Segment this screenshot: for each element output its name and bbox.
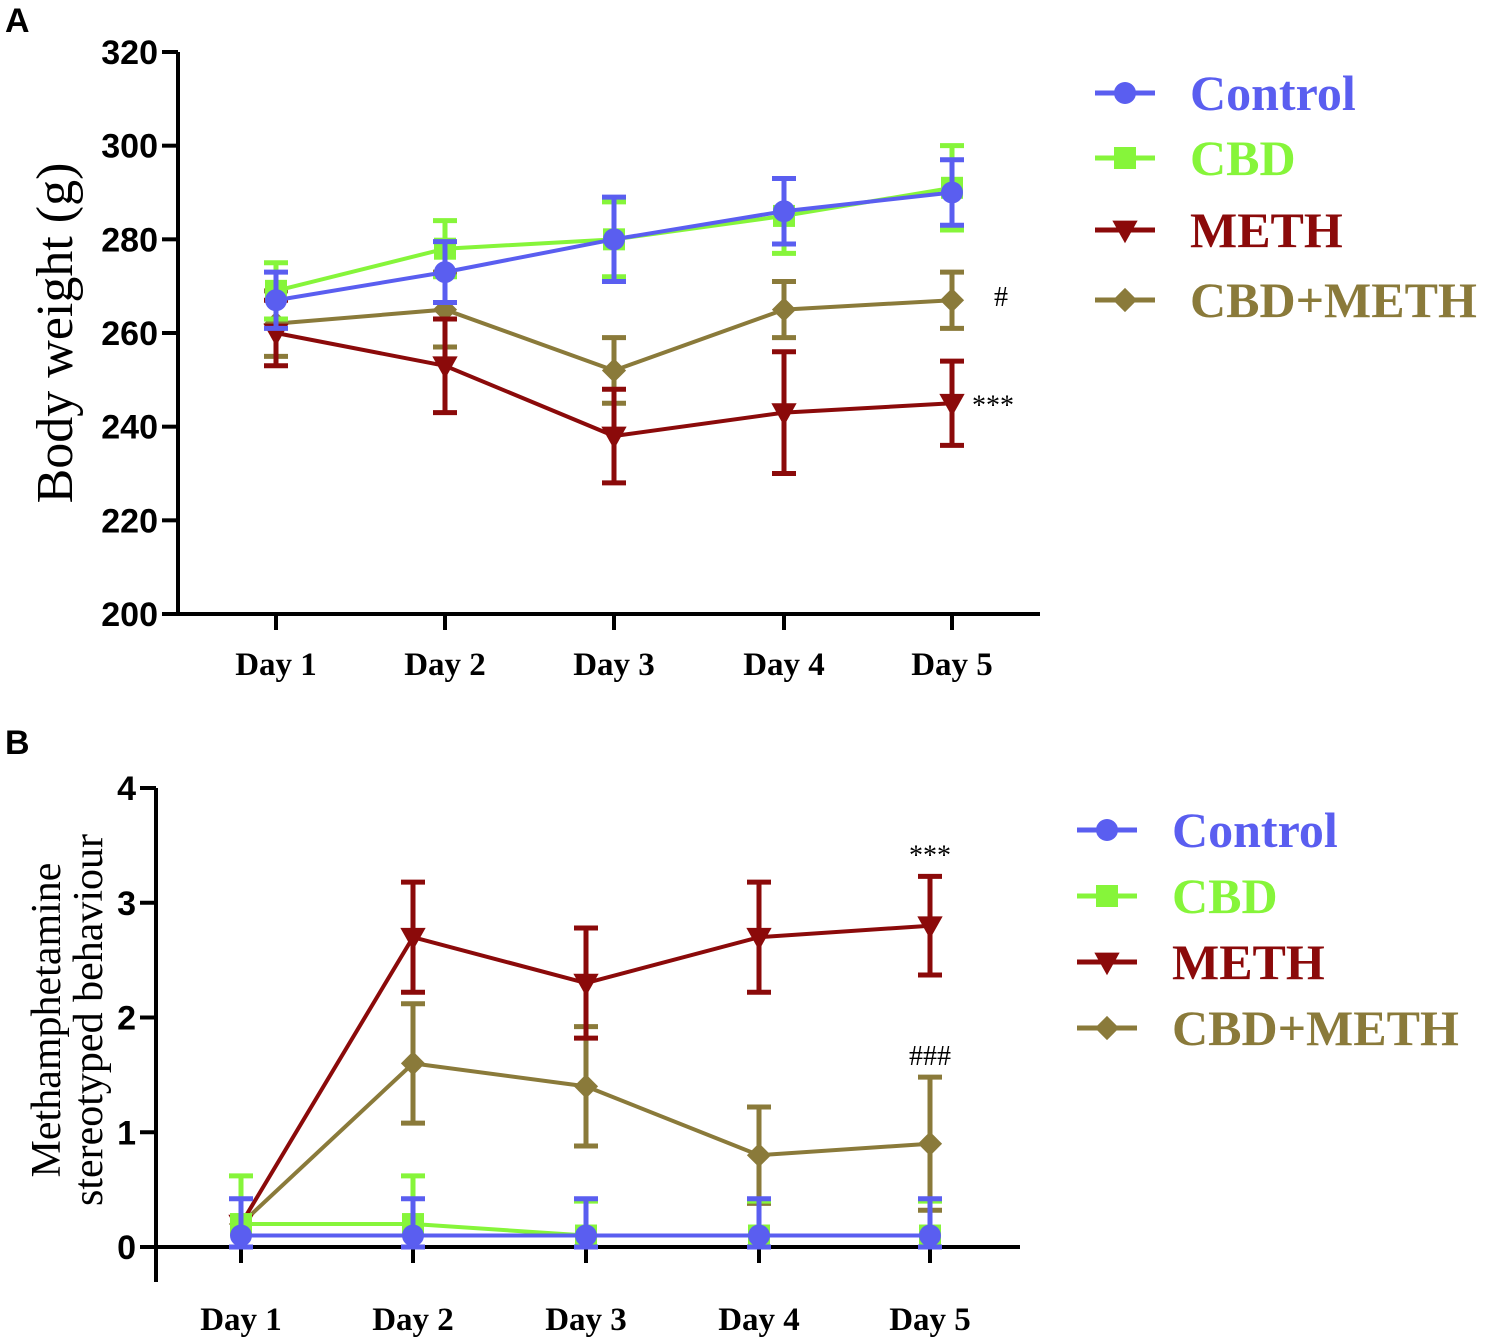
series-cbd-meth: [263, 269, 965, 406]
legend: Control CBD METH CBD+METH: [1095, 65, 1477, 328]
data-point: [746, 927, 772, 951]
data-point: [746, 1143, 772, 1168]
data-point: [402, 1224, 424, 1247]
legend-marker: [1114, 82, 1136, 104]
significance-annotation: ***: [909, 840, 951, 871]
panel-a-chart: A 200 220 240 260 280 300 320 Day 1 Day 2 Day 3 Day…: [5, 2, 1477, 683]
legend-label: CBD+METH: [1172, 1000, 1459, 1056]
legend-label: Control: [1172, 802, 1338, 858]
data-point: [601, 426, 627, 450]
x-tick-label: Day 5: [889, 1302, 971, 1338]
legend-item: Control: [1095, 65, 1356, 121]
legend-item: CBD: [1077, 868, 1278, 924]
x-tick-label: Day 2: [404, 647, 486, 683]
y-tick-label: 260: [101, 315, 158, 353]
data-point: [603, 228, 625, 251]
x-tick-label: Day 4: [718, 1302, 800, 1338]
data-point: [939, 393, 965, 417]
data-point: [919, 1224, 941, 1247]
panel-b-chart: B 0 1 2 3 4 Day 1 Day 2 Day 3 Day 4 Day 5 Methamphe…: [5, 724, 1459, 1338]
legend-item: CBD+METH: [1095, 272, 1477, 328]
data-point: [771, 297, 797, 322]
y-tick-label: 280: [101, 221, 158, 259]
data-point: [771, 403, 797, 426]
x-tick-label: Day 3: [545, 1302, 627, 1338]
y-tick-label: 3: [117, 885, 136, 923]
y-tick-label: 220: [101, 502, 158, 540]
legend-item: CBD: [1095, 130, 1296, 186]
panel-letter: B: [5, 724, 30, 762]
significance-annotation: ###: [909, 1041, 951, 1072]
x-tick-label: Day 4: [743, 647, 825, 683]
y-axis-label: Body weight (g): [27, 163, 84, 504]
data-point: [575, 1224, 597, 1247]
significance-annotation: ***: [972, 390, 1014, 421]
legend-item: CBD+METH: [1077, 1000, 1459, 1056]
y-tick-label: 1: [117, 1114, 136, 1152]
legend-marker: [1096, 819, 1118, 841]
x-tick-label: Day 3: [573, 647, 655, 683]
data-point: [265, 289, 287, 312]
data-point: [939, 288, 965, 313]
legend-label: CBD: [1190, 130, 1296, 186]
legend-item: METH: [1095, 202, 1343, 258]
series-control: [229, 1196, 942, 1250]
legend-marker: [1112, 220, 1138, 244]
data-point: [573, 973, 599, 997]
data-point: [748, 1224, 770, 1247]
y-axis-label: stereotyped behaviour: [66, 834, 112, 1206]
legend-label: METH: [1190, 202, 1343, 258]
series-control: [264, 157, 964, 331]
panel-letter: A: [5, 2, 30, 40]
data-point: [400, 1051, 426, 1076]
data-point: [773, 200, 795, 223]
data-point: [917, 916, 943, 939]
y-tick-label: 2: [117, 1000, 136, 1038]
legend-marker: [1114, 147, 1136, 169]
data-point: [230, 1224, 252, 1247]
data-point: [434, 261, 456, 284]
data-point: [573, 1074, 599, 1099]
data-point: [601, 358, 627, 383]
legend-marker: [1094, 1015, 1120, 1041]
x-tick-label: Day 1: [235, 647, 317, 683]
x-tick-label: Day 1: [200, 1302, 282, 1338]
series-meth: [263, 297, 965, 486]
legend-item: Control: [1077, 802, 1338, 858]
legend-label: CBD+METH: [1190, 272, 1477, 328]
significance-annotation: #: [994, 282, 1008, 313]
y-axis-label-group: Body weight (g): [27, 163, 84, 504]
data-point: [400, 927, 426, 951]
y-tick-label: 320: [101, 34, 158, 72]
series-meth: [228, 873, 943, 1238]
y-tick-label: 0: [117, 1229, 136, 1267]
data-point: [432, 356, 458, 379]
data-point: [941, 181, 963, 204]
y-tick-label: 4: [117, 770, 136, 808]
legend-label: CBD: [1172, 868, 1278, 924]
legend-label: Control: [1190, 65, 1356, 121]
legend-marker: [1096, 885, 1118, 907]
data-point: [917, 1131, 943, 1156]
legend-label: METH: [1172, 934, 1325, 990]
y-tick-label: 200: [101, 596, 158, 634]
legend-marker: [1112, 287, 1138, 313]
legend-item: METH: [1077, 934, 1325, 990]
legend-marker: [1094, 952, 1120, 976]
x-tick-label: Day 2: [372, 1302, 454, 1338]
y-tick-label: 300: [101, 128, 158, 166]
legend: Control CBD METH CBD+METH: [1077, 802, 1459, 1056]
x-tick-label: Day 5: [911, 647, 993, 683]
y-axis-label: Methamphetamine: [24, 863, 70, 1178]
y-tick-label: 240: [101, 409, 158, 447]
